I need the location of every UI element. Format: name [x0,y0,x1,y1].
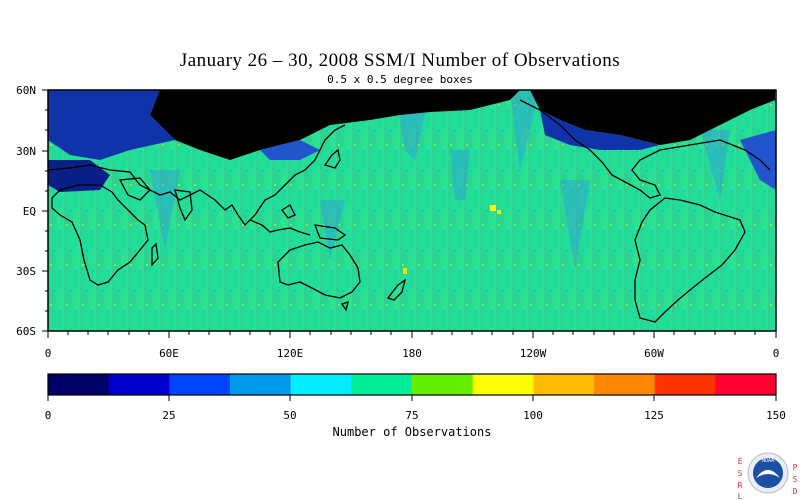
india-coast [174,189,193,222]
borneo-coast [281,204,296,219]
colorbar-segment [715,374,777,395]
greenland-coast [739,94,776,101]
colorbar-segment [654,374,716,395]
noaa-logo: NOAA E S R L P S D [738,452,798,500]
lon-label-0-right: 0 [773,347,780,360]
map-panel [48,90,776,331]
longitude-axis: 0 60E 120E 180 120W 60W 0 [45,331,780,360]
cbar-tick-75: 75 [405,409,418,422]
indonesia-coast [249,219,311,236]
south-america-coast [634,197,746,323]
colorbar-segment [594,374,656,395]
lon-label-180: 180 [402,347,422,360]
coastlines [48,94,776,323]
logo-letter-s2: S [793,475,798,484]
colorbar-segment [230,374,292,395]
lon-label-0: 0 [45,347,52,360]
noaa-emblem-text: NOAA [762,458,774,464]
logo-letter-s: S [738,469,743,478]
arabia-coast [118,177,151,201]
cbar-tick-50: 50 [283,409,296,422]
colorbar-ticks: 0 25 50 75 100 125 150 [45,395,786,422]
logo-letter-r: R [738,481,743,490]
australia-coast [277,241,361,299]
japan-coast [323,148,341,169]
latitude-axis: 60N 30N EQ 30S 60S [16,84,48,338]
logo-letter-l: L [738,492,743,500]
colorbar-segment [412,374,474,395]
noaa-bird-icon [756,470,780,478]
logo-letter-p: P [793,463,798,472]
logo-letter-d: D [793,487,798,496]
lat-label-eq: EQ [23,205,36,218]
lon-label-120w: 120W [520,347,547,360]
new-zealand-coast [386,278,407,301]
colorbar-segment [472,374,534,395]
cbar-tick-100: 100 [523,409,543,422]
north-america-coast [519,99,771,199]
lat-label-60n: 60N [16,84,36,97]
colorbar-label: Number of Observations [333,425,492,439]
map-title: January 26 – 30, 2008 SSM/I Number of Ob… [179,50,621,71]
logo-letter-e: E [738,457,743,466]
colorbar [48,374,777,395]
lon-label-60e: 60E [159,347,179,360]
cbar-tick-150: 150 [766,409,786,422]
cbar-tick-125: 125 [644,409,664,422]
colorbar-segment [108,374,170,395]
lon-label-60w: 60W [644,347,664,360]
new-guinea-coast [313,224,347,241]
orbit-swaths [150,90,730,270]
tasmania-coast [340,301,349,312]
lat-label-60s: 60S [16,325,36,338]
madagascar-coast [151,242,159,267]
africa-coast [51,184,149,286]
lat-label-30s: 30S [16,265,36,278]
lon-label-120e: 120E [277,347,304,360]
colorbar-segment [169,374,231,395]
colorbar-segment [351,374,413,395]
colorbar-segment [290,374,352,395]
cbar-tick-0: 0 [45,409,52,422]
high-count-spots [403,205,501,274]
colorbar-segment [533,374,595,395]
cbar-tick-25: 25 [162,409,175,422]
greenland-ice-region [530,90,775,145]
arctic-ice-region [150,90,520,160]
lat-label-30n: 30N [16,145,36,158]
colorbar-segment [48,374,110,395]
map-subtitle: 0.5 x 0.5 degree boxes [327,73,473,86]
high-latitude-land [48,90,776,192]
